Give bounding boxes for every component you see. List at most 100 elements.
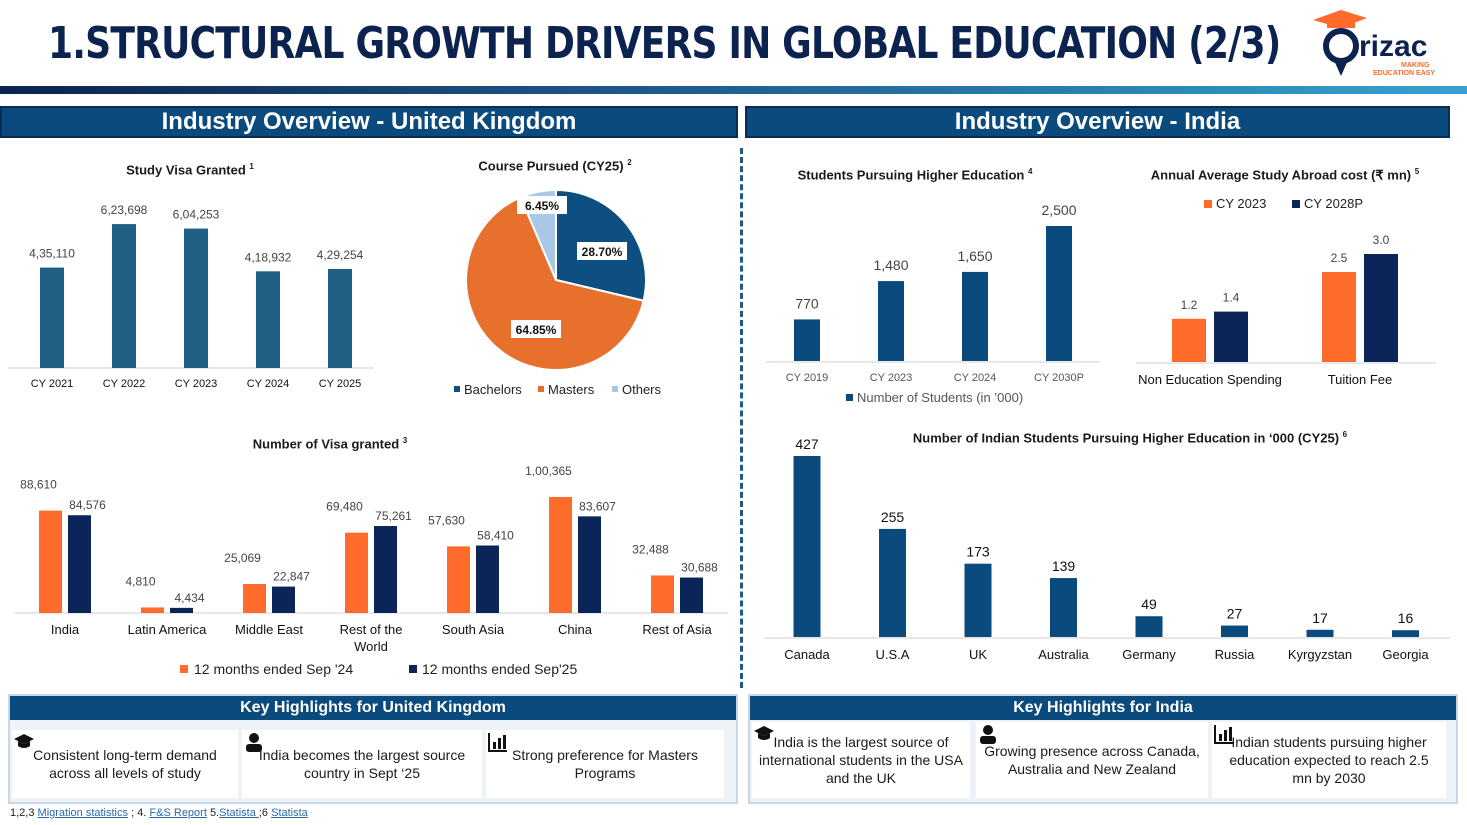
legend-swatch (454, 386, 460, 392)
x-tick-label: China (558, 622, 593, 637)
slice-label: 28.70% (582, 245, 623, 259)
data-label: 69,480 (326, 500, 363, 514)
highlight-card: India becomes the largest source country… (242, 730, 482, 798)
data-label: 4,18,932 (245, 250, 292, 264)
visa-granted-chart: 4,35,110 CY 2021 6,23,698 CY 2022 6,04,253 CY… (8, 203, 374, 390)
data-label: 4,29,254 (317, 248, 364, 262)
bar (1214, 311, 1248, 362)
bar (374, 526, 397, 613)
legend-label: Number of Students (in ’000) (857, 390, 1023, 405)
data-label: 1,480 (873, 257, 908, 273)
bar (39, 510, 62, 613)
x-tick-label: Tuition Fee (1328, 372, 1393, 387)
bar (40, 267, 64, 368)
data-label: 139 (1052, 558, 1076, 574)
data-label: 770 (795, 295, 819, 311)
students-higher-chart: 770 CY 2019 1,480 CY 2023 1,650 CY 2024 2,500 C… (766, 202, 1100, 405)
pie-slice (465, 195, 645, 371)
person-icon (980, 725, 996, 744)
legend-swatch (180, 665, 188, 673)
graduation-cap-icon (14, 734, 34, 748)
visa-granted-title: Study Visa Granted 1 (126, 162, 254, 178)
uk-section-header: Industry Overview - United Kingdom (0, 106, 738, 138)
highlight-card: Consistent long-term demand across all l… (12, 730, 238, 798)
source-link[interactable]: Statista (219, 807, 259, 819)
data-label: 1,650 (957, 248, 992, 264)
x-tick-label: Australia (1038, 647, 1089, 662)
highlight-text: Growing presence across Canada, Australi… (984, 743, 1200, 777)
bar (328, 268, 352, 368)
bar (141, 607, 164, 613)
data-label: 88,610 (20, 478, 57, 492)
x-tick-label: CY 2023 (175, 378, 218, 390)
x-tick-label: Georgia (1382, 647, 1429, 662)
x-tick-label: UK (969, 647, 987, 662)
data-label: 83,607 (579, 499, 616, 513)
highlight-text: Indian students pursuing higher educatio… (1229, 734, 1429, 786)
data-label: 3.0 (1373, 233, 1390, 247)
bar (68, 515, 91, 613)
graduation-cap-icon (754, 726, 774, 740)
data-label: 25,069 (224, 551, 261, 565)
x-tick-label: Middle East (235, 622, 303, 637)
bar (1135, 616, 1163, 637)
data-label: 30,688 (681, 561, 718, 575)
highlights-india-header: Key Highlights for India (750, 696, 1456, 720)
bar (1322, 272, 1356, 362)
data-label: 75,261 (375, 509, 412, 523)
course-pursued-title: Course Pursued (CY25) 2 (478, 158, 632, 174)
bar (651, 575, 674, 613)
x-tick-label: Kyrgyzstan (1288, 647, 1352, 662)
abroad-cost-chart: CY 2023 CY 2028P 1.2 1.4 Non Education Spend… (1136, 196, 1436, 387)
data-label: 4,35,110 (29, 247, 75, 261)
data-label: 58,410 (477, 528, 514, 542)
legend-label: 12 months ended Sep'25 (422, 661, 577, 677)
source-link[interactable]: F&S Report (149, 807, 207, 819)
x-tick-label: CY 2024 (247, 378, 290, 390)
data-label: 84,576 (69, 498, 106, 512)
bar (964, 563, 992, 637)
legend-label: Masters (548, 382, 595, 397)
data-label: 1.2 (1181, 298, 1198, 312)
highlight-text: Consistent long-term demand across all l… (33, 747, 217, 781)
bar (345, 532, 368, 613)
bar (680, 577, 703, 613)
slice-label: 64.85% (516, 323, 557, 337)
visa-region-chart: 88,610 84,576 India 4,810 4,434 Latin America… (14, 464, 728, 677)
page-title: 1.Structural Growth Drivers in Global Ed… (48, 18, 1281, 69)
logo-tagline-2: EDUCATION EASY (1373, 70, 1436, 77)
bar (184, 228, 208, 368)
bar (549, 497, 572, 613)
highlight-card: Growing presence across Canada, Australi… (976, 722, 1208, 798)
bar (476, 545, 499, 613)
data-label: 1.4 (1223, 291, 1240, 305)
indian-students-title: Number of Indian Students Pursuing Highe… (912, 430, 1348, 446)
x-tick-label: CY 2030P (1034, 372, 1084, 384)
source-link[interactable]: Migration statistics (37, 807, 129, 819)
highlight-text: India becomes the largest source country… (258, 747, 466, 781)
bar (1172, 318, 1206, 362)
visa-region-title: Number of Visa granted 3 (252, 436, 408, 452)
x-tick-label: U.S.A (876, 647, 910, 662)
logo-tagline-1: MAKING (1401, 62, 1430, 69)
bar (879, 528, 906, 637)
highlight-card: Strong preference for Masters Programs (486, 730, 724, 798)
bar (170, 607, 193, 613)
section-divider (740, 148, 743, 688)
title-underline (0, 86, 1467, 94)
course-pursued-chart: 28.70% 64.85% 6.45% Bachelors Masters Others (454, 188, 662, 397)
x-tick-label: South Asia (442, 622, 505, 637)
bar (447, 546, 470, 613)
company-logo: rizac MAKING EDUCATION EASY (1305, 8, 1455, 83)
legend-swatch (846, 394, 853, 401)
bar-chart-icon (488, 733, 507, 752)
data-label: 49 (1141, 596, 1157, 612)
highlights-uk-header: Key Highlights for United Kingdom (10, 696, 736, 720)
abroad-cost-title: Annual Average Study Abroad cost (₹ mn) … (1150, 167, 1420, 183)
source-link[interactable]: Statista (271, 807, 308, 819)
bar (962, 271, 988, 361)
logo-wordmark: rizac (1359, 30, 1428, 63)
highlights-india: Key Highlights for India India is the la… (748, 694, 1458, 804)
bar (578, 516, 601, 613)
data-label: 4,810 (125, 574, 155, 588)
